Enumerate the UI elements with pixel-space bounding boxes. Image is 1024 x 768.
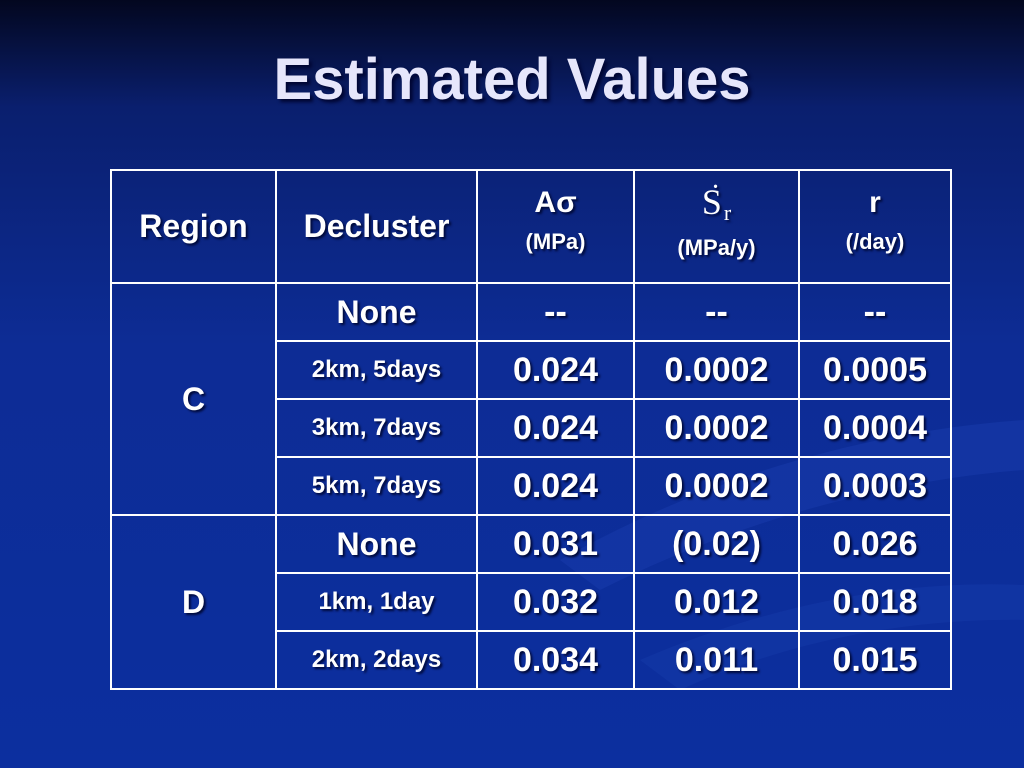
header-r: r (/day) [798, 169, 952, 284]
header-stressing-rate: · Sr (MPa/y) [633, 169, 800, 284]
a-sigma-cell: -- [476, 282, 635, 342]
a-sigma-cell: 0.034 [476, 630, 635, 690]
stressing-rate-cell: 0.0002 [633, 340, 800, 400]
r-cell: 0.0003 [798, 456, 952, 516]
slide-title: Estimated Values [273, 47, 751, 112]
r-cell: -- [798, 282, 952, 342]
table-row: 2km, 5days 0.024 0.0002 0.0005 [111, 340, 952, 400]
table-header-row: Region Decluster Aσ (MPa) · Sr (MPa/y) r … [110, 169, 952, 284]
a-sigma-cell: 0.024 [476, 398, 635, 458]
header-stressing-rate-unit: (MPa/y) [677, 235, 756, 260]
header-a-sigma-label: Aσ [534, 186, 577, 219]
decluster-cell: 5km, 7days [275, 456, 478, 516]
stressing-rate-symbol: · Sr [701, 172, 732, 226]
decluster-cell: 2km, 5days [275, 340, 478, 400]
a-sigma-cell: 0.024 [476, 340, 635, 400]
r-cell: 0.015 [798, 630, 952, 690]
header-r-unit: (/day) [845, 229, 905, 254]
decluster-cell: 2km, 2days [275, 630, 478, 690]
header-r-label: r [869, 186, 881, 219]
a-sigma-cell: 0.024 [476, 456, 635, 516]
table-row: 3km, 7days 0.024 0.0002 0.0004 [111, 398, 952, 458]
r-cell: 0.026 [798, 514, 952, 574]
header-decluster: Decluster [275, 169, 478, 284]
region-cell: D [110, 514, 277, 690]
decluster-cell: 1km, 1day [275, 572, 478, 632]
decluster-cell: 3km, 7days [275, 398, 478, 458]
header-a-sigma: Aσ (MPa) [476, 169, 635, 284]
stressing-rate-cell: 0.0002 [633, 398, 800, 458]
stressing-rate-cell: 0.012 [633, 572, 800, 632]
stressing-rate-cell: 0.011 [633, 630, 800, 690]
r-cell: 0.0004 [798, 398, 952, 458]
decluster-cell: None [275, 514, 478, 574]
region-cell: C [110, 282, 277, 516]
table-row: D None 0.031 (0.02) 0.026 [110, 514, 952, 690]
stressing-rate-cell: (0.02) [633, 514, 800, 574]
stressing-rate-cell: 0.0002 [633, 456, 800, 516]
table-row: 2km, 2days 0.034 0.011 0.015 [111, 630, 952, 690]
table-row: C None -- -- -- [110, 282, 952, 516]
estimated-values-table: Region Decluster Aσ (MPa) · Sr (MPa/y) r … [110, 169, 952, 690]
header-a-sigma-unit: (MPa) [525, 229, 586, 254]
a-sigma-cell: 0.032 [476, 572, 635, 632]
table-row: 5km, 7days 0.024 0.0002 0.0003 [111, 456, 952, 516]
r-cell: 0.0005 [798, 340, 952, 400]
r-cell: 0.018 [798, 572, 952, 632]
header-region: Region [110, 169, 277, 284]
decluster-cell: None [275, 282, 478, 342]
stressing-rate-cell: -- [633, 282, 800, 342]
table-row: 1km, 1day 0.032 0.012 0.018 [111, 572, 952, 632]
a-sigma-cell: 0.031 [476, 514, 635, 574]
